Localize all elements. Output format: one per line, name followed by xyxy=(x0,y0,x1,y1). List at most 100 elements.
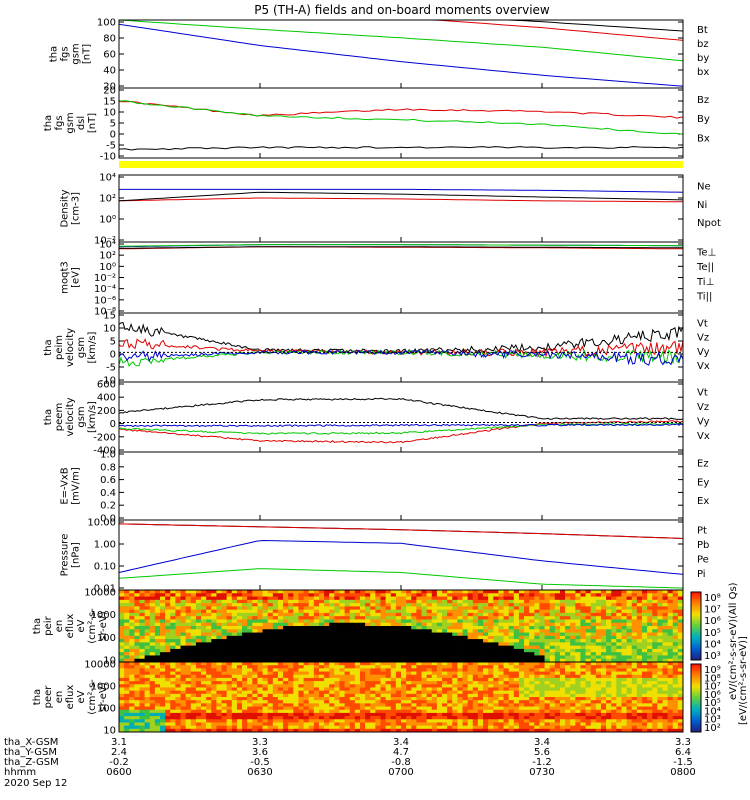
heatmap-cell xyxy=(457,687,463,692)
heatmap-cell xyxy=(201,629,207,633)
heatmap-cell xyxy=(180,716,187,720)
heatmap-cell xyxy=(267,712,274,717)
heatmap-cell xyxy=(421,639,428,643)
heatmap-cell xyxy=(518,690,525,695)
heatmap-cell xyxy=(185,722,192,727)
heatmap-cell xyxy=(534,626,540,630)
heatmap-cell xyxy=(606,612,612,617)
heatmap-cell xyxy=(452,612,458,617)
heatmap-cell xyxy=(498,606,504,611)
heatmap-cell xyxy=(185,677,192,682)
heatmap-cell xyxy=(436,599,443,604)
heatmap-cell xyxy=(575,725,581,730)
heatmap-cell xyxy=(334,706,340,711)
heatmap-cell xyxy=(154,697,161,701)
heatmap-cell xyxy=(298,645,304,650)
legend-ti: Ti⊥ xyxy=(696,277,714,288)
heatmap-cell xyxy=(513,642,520,647)
heatmap-cell xyxy=(575,712,581,717)
heatmap-cell xyxy=(313,590,320,594)
heatmap-cell xyxy=(324,709,330,714)
heatmap-cell xyxy=(190,599,197,604)
heatmap-cell xyxy=(447,599,453,604)
heatmap-cell xyxy=(339,622,345,627)
heatmap-cell xyxy=(621,658,627,663)
heatmap-cell xyxy=(513,706,520,711)
heatmap-cell xyxy=(431,709,438,714)
heatmap-cell xyxy=(359,712,366,717)
heatmap-cell xyxy=(201,722,207,727)
heatmap-cell xyxy=(534,662,540,666)
heatmap-cell xyxy=(359,700,366,704)
heatmap-cell xyxy=(206,635,212,640)
heatmap-cell xyxy=(370,712,376,717)
heatmap-cell xyxy=(513,626,520,630)
heatmap-cell xyxy=(195,599,202,604)
heatmap-cell xyxy=(467,709,474,714)
heatmap-cell xyxy=(375,635,381,640)
heatmap-cell xyxy=(626,716,633,720)
heatmap-cell xyxy=(385,609,392,614)
heatmap-cell xyxy=(175,635,181,640)
heatmap-cell xyxy=(616,681,622,685)
heatmap-cell xyxy=(365,709,371,714)
heatmap-cell xyxy=(585,725,592,730)
heatmap-cell xyxy=(606,629,612,633)
panel-data xyxy=(118,100,684,151)
heatmap-cell xyxy=(442,632,448,637)
heatmap-cell xyxy=(559,590,566,594)
heatmap-cell xyxy=(662,593,669,597)
heatmap-cell xyxy=(375,626,381,630)
heatmap-cell xyxy=(529,606,535,611)
heatmap-cell xyxy=(616,712,622,717)
heatmap-cell xyxy=(554,693,561,698)
heatmap-cell xyxy=(595,722,602,727)
heatmap-cell xyxy=(416,648,422,653)
heatmap-cell xyxy=(149,609,156,614)
ytick-label: 10⁻⁴ xyxy=(94,284,116,295)
heatmap-cell xyxy=(288,648,294,653)
heatmap-cell xyxy=(236,596,243,601)
heatmap-cell xyxy=(570,687,576,692)
heatmap-cell xyxy=(160,616,166,620)
heatmap-cell xyxy=(580,639,586,643)
heatmap-cell xyxy=(611,642,617,647)
heatmap-cell xyxy=(580,709,586,714)
heatmap-cell xyxy=(534,619,540,624)
heatmap-cell xyxy=(257,709,263,714)
heatmap-cell xyxy=(606,712,612,717)
heatmap-cell xyxy=(442,655,448,660)
heatmap-cell xyxy=(236,722,243,727)
heatmap-cell xyxy=(549,642,556,647)
heatmap-cell xyxy=(221,725,228,730)
heatmap-cell xyxy=(236,599,243,604)
heatmap-cell xyxy=(129,622,135,627)
heatmap-cell xyxy=(503,668,510,672)
heatmap-cell xyxy=(339,677,345,682)
heatmap-cell xyxy=(144,626,151,630)
heatmap-cell xyxy=(124,665,130,669)
heatmap-cell xyxy=(621,684,627,688)
heatmap-cell xyxy=(447,629,453,633)
heatmap-cell xyxy=(426,693,433,698)
heatmap-cell xyxy=(211,681,217,685)
heatmap-cell xyxy=(554,690,561,695)
heatmap-cell xyxy=(677,629,684,633)
heatmap-cell xyxy=(349,599,356,604)
heatmap-cell xyxy=(431,590,438,594)
heatmap-cell xyxy=(457,599,463,604)
heatmap-cell xyxy=(267,622,274,627)
heatmap-cell xyxy=(170,668,176,672)
heatmap-cell xyxy=(585,629,592,633)
heatmap-cell xyxy=(277,616,284,620)
heatmap-cell xyxy=(252,616,258,620)
heatmap-cell xyxy=(154,619,161,624)
heatmap-cell xyxy=(154,693,161,698)
heatmap-cell xyxy=(518,697,525,701)
heatmap-cell xyxy=(554,716,561,720)
heatmap-cell xyxy=(606,668,612,672)
heatmap-cell xyxy=(641,590,648,594)
heatmap-cell xyxy=(390,706,397,711)
